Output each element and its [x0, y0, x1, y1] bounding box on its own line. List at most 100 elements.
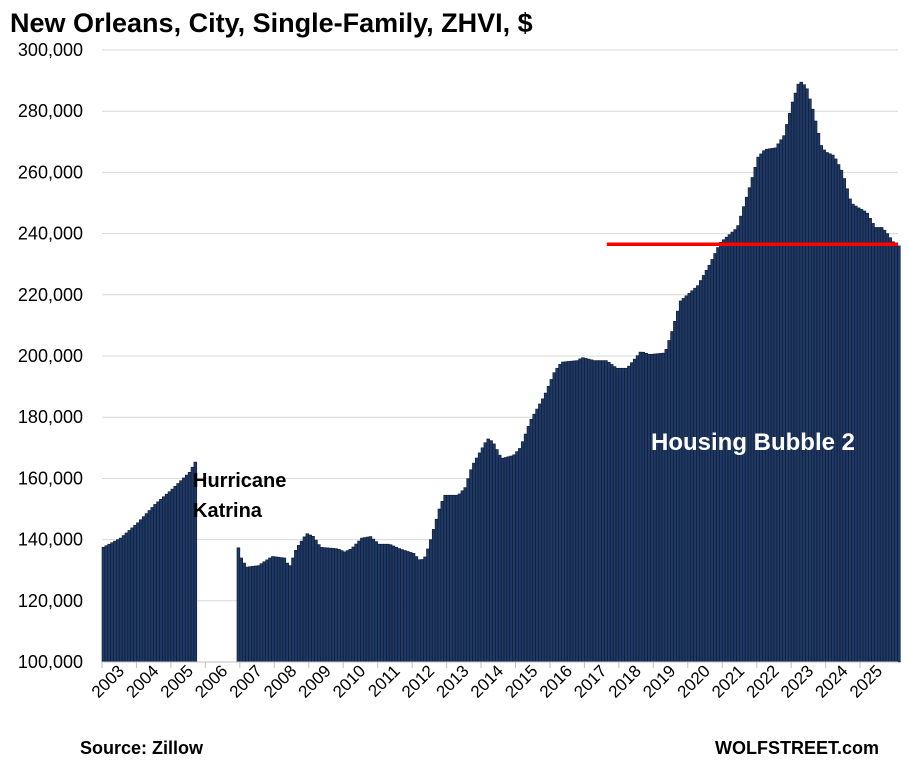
bar	[578, 358, 582, 663]
bar	[805, 88, 809, 663]
bar	[251, 566, 255, 663]
bar	[460, 490, 465, 663]
bar	[319, 547, 324, 663]
bar	[411, 553, 416, 663]
bar	[862, 210, 867, 663]
bar	[627, 365, 631, 663]
bar	[475, 457, 479, 663]
bar	[833, 158, 838, 663]
bar	[305, 533, 310, 663]
bar	[394, 546, 399, 663]
bar	[440, 501, 445, 663]
bar	[357, 540, 361, 663]
bar	[345, 550, 350, 663]
bar	[236, 547, 241, 663]
bar	[767, 148, 772, 663]
bar	[162, 496, 166, 663]
x-tick-label: 2009	[295, 661, 335, 701]
bar	[670, 331, 674, 663]
bar	[414, 556, 419, 663]
bar	[133, 525, 137, 663]
bar	[750, 177, 755, 663]
bar	[311, 535, 315, 663]
bar	[317, 544, 321, 663]
bar	[469, 469, 473, 663]
bar	[279, 557, 284, 663]
bar	[641, 351, 646, 663]
bar	[434, 518, 439, 663]
bar	[262, 561, 266, 663]
bar	[681, 298, 686, 663]
bar	[581, 357, 585, 663]
x-tick-label: 2016	[536, 661, 576, 701]
source-label: Source: Zillow	[80, 738, 204, 758]
y-tick-label: 220,000	[18, 285, 83, 305]
bar	[308, 534, 312, 663]
bar	[273, 556, 278, 663]
bar	[632, 358, 637, 663]
bar	[845, 188, 849, 663]
bar	[526, 426, 531, 663]
bar	[759, 153, 763, 663]
bar	[365, 536, 370, 663]
bar	[747, 187, 752, 663]
bar	[363, 537, 367, 663]
bar	[144, 513, 149, 663]
bar	[374, 541, 378, 663]
bar	[779, 139, 783, 663]
bar	[595, 360, 600, 663]
bar	[667, 340, 671, 663]
bar	[624, 367, 628, 663]
bar	[601, 360, 605, 663]
bar	[104, 545, 109, 663]
x-tick-label: 2024	[812, 661, 852, 701]
bar	[348, 548, 353, 663]
bar	[825, 152, 829, 663]
bar	[340, 550, 344, 663]
bar	[647, 353, 651, 663]
bar	[650, 353, 654, 663]
bar	[492, 443, 496, 663]
bar	[713, 253, 717, 663]
bar	[584, 358, 588, 663]
bar	[299, 540, 304, 663]
bar	[506, 456, 511, 663]
bar	[164, 493, 169, 663]
bar	[630, 362, 634, 663]
bar	[770, 148, 775, 663]
bar	[489, 440, 493, 663]
x-tick-label: 2008	[260, 661, 300, 701]
bar	[182, 477, 186, 663]
bar	[495, 449, 499, 663]
bar	[113, 540, 117, 663]
bar	[417, 559, 422, 663]
bar	[486, 438, 490, 663]
x-tick-label: 2021	[708, 661, 748, 701]
bar	[566, 361, 571, 663]
bar	[383, 543, 387, 663]
bar	[831, 154, 835, 663]
y-tick-label: 100,000	[18, 652, 83, 672]
bar	[888, 237, 892, 663]
bar	[156, 501, 160, 663]
bar	[159, 499, 163, 663]
bar	[265, 559, 269, 663]
x-tick-label: 2023	[777, 661, 817, 701]
bar	[457, 493, 462, 663]
bar	[426, 548, 430, 663]
bar	[288, 565, 292, 663]
x-tick-label: 2005	[157, 661, 197, 701]
bar	[638, 351, 643, 663]
bar	[466, 478, 470, 663]
bar	[173, 486, 177, 663]
bar	[897, 245, 901, 663]
bar	[859, 209, 864, 663]
bar	[147, 510, 152, 663]
bar	[644, 352, 648, 663]
annotation-housing-bubble: Housing Bubble 2	[651, 429, 855, 456]
bar	[790, 101, 795, 663]
bar	[678, 300, 683, 663]
bar	[808, 98, 812, 663]
y-tick-label: 300,000	[18, 40, 83, 60]
bar	[885, 233, 890, 663]
